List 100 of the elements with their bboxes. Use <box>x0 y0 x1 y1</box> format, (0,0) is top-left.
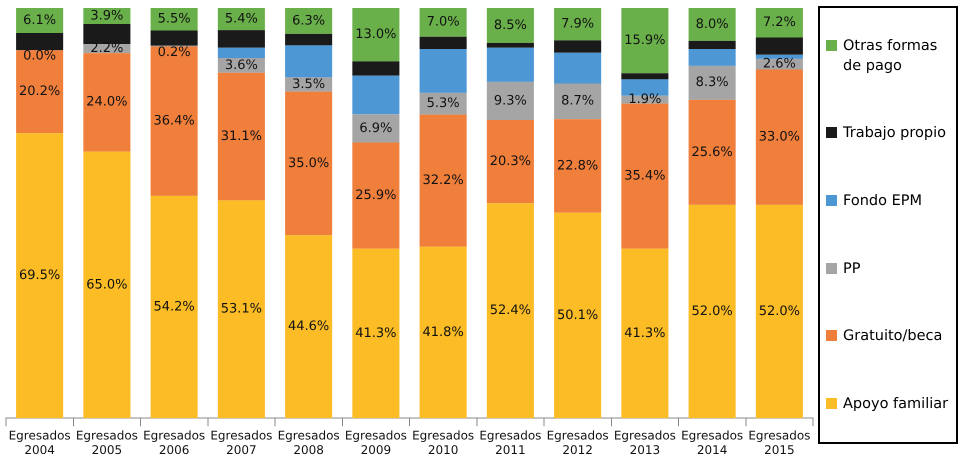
data-label: 7.9% <box>561 16 594 32</box>
data-label: 44.6% <box>288 319 330 334</box>
data-label: 3.5% <box>292 76 326 92</box>
bar <box>688 204 736 418</box>
data-label: 5.5% <box>158 12 191 27</box>
data-label: 50.1% <box>556 308 598 323</box>
data-label: 7.0% <box>426 14 460 30</box>
bar <box>16 50 64 134</box>
bar <box>352 114 400 143</box>
bar <box>285 34 332 46</box>
x-tick-label: Egresados 2005 <box>76 428 138 457</box>
bar <box>688 49 736 66</box>
x-tick-label: Egresados 2011 <box>479 428 542 457</box>
x-tick-label: Egresados 2013 <box>614 428 676 457</box>
data-label: 5.3% <box>426 96 460 112</box>
data-label: 52.0% <box>758 304 800 319</box>
data-label: 52.4% <box>490 303 532 318</box>
bar <box>83 152 130 418</box>
legend-label: Apoyo familiar <box>843 395 948 414</box>
data-label: 32.2% <box>422 173 464 188</box>
data-label: 33.0% <box>758 130 800 145</box>
bar <box>150 196 198 418</box>
bar <box>420 8 467 37</box>
data-label: 3.6% <box>224 58 258 73</box>
bar <box>150 46 198 196</box>
legend-label: Otras formas de pago <box>843 36 938 76</box>
x-tick-label: Egresados 2010 <box>412 428 474 457</box>
bar <box>285 235 332 418</box>
bar <box>352 248 400 418</box>
bar <box>420 246 467 418</box>
bar <box>621 73 668 80</box>
bar <box>554 8 602 40</box>
data-label: 8.7% <box>561 94 594 109</box>
x-tick-label: Egresados 2015 <box>748 428 810 457</box>
data-label: 41.8% <box>422 324 464 340</box>
data-label: 1.9% <box>628 92 662 108</box>
data-label: 5.4% <box>224 11 258 26</box>
bar <box>756 38 803 55</box>
data-label: 25.9% <box>355 188 397 204</box>
bar <box>285 45 332 78</box>
data-label: 8.0% <box>696 16 729 32</box>
bar <box>554 119 602 213</box>
data-label: 35.4% <box>624 168 666 184</box>
bar <box>285 92 332 236</box>
bar <box>688 100 736 205</box>
bar <box>486 203 534 418</box>
data-label: 6.9% <box>359 120 392 136</box>
data-label: 41.3% <box>624 326 666 341</box>
data-label: 35.0% <box>288 156 330 171</box>
data-label: 8.5% <box>494 18 527 33</box>
x-tick-label: Egresados 2012 <box>546 428 609 457</box>
bar <box>16 33 64 50</box>
data-label: 41.3% <box>355 326 397 341</box>
bar <box>486 8 534 43</box>
bar <box>756 70 803 205</box>
bar <box>486 48 534 82</box>
x-tick-label: Egresados 2006 <box>143 428 206 457</box>
data-label: 6.3% <box>292 13 326 28</box>
bar <box>352 76 400 114</box>
bar <box>554 40 602 53</box>
data-label: 3.9% <box>90 8 124 24</box>
bar <box>621 104 668 249</box>
legend-label: Trabajo propio <box>843 124 946 144</box>
data-label: 20.3% <box>490 154 532 169</box>
bar <box>486 120 534 204</box>
bar <box>420 49 467 93</box>
data-label: 2.6% <box>762 56 796 72</box>
bar <box>352 8 400 62</box>
data-label: 25.6% <box>691 144 733 160</box>
bar <box>218 200 265 418</box>
data-label: 36.4% <box>153 114 195 129</box>
bar <box>285 8 332 34</box>
bar <box>554 212 602 418</box>
bar <box>688 40 736 50</box>
bar <box>621 248 668 418</box>
data-label: 22.8% <box>556 158 598 174</box>
bar <box>554 83 602 120</box>
data-label: 24.0% <box>86 94 128 110</box>
bar <box>756 204 803 418</box>
x-tick-label: Egresados 2008 <box>278 428 340 457</box>
bar <box>16 133 64 418</box>
data-label: 0.2% <box>158 44 191 60</box>
legend-label: Fondo EPM <box>843 192 922 212</box>
bar <box>352 142 400 249</box>
data-label: 0.0% <box>23 48 56 64</box>
bar <box>688 8 736 41</box>
bar <box>486 42 534 48</box>
bar <box>621 8 668 74</box>
data-label: 15.9% <box>624 32 666 48</box>
data-label: 13.0% <box>355 27 397 42</box>
bar <box>420 114 467 247</box>
bar <box>688 66 736 100</box>
data-label: 20.2% <box>18 84 60 100</box>
x-tick-label: Egresados 2009 <box>344 428 407 457</box>
data-label: 6.1% <box>23 12 56 28</box>
data-label: 2.2% <box>90 40 124 56</box>
data-label: 65.0% <box>86 277 128 292</box>
bar <box>83 53 130 152</box>
x-tick-label: Egresados 2007 <box>210 428 272 457</box>
data-label: 31.1% <box>220 128 262 144</box>
